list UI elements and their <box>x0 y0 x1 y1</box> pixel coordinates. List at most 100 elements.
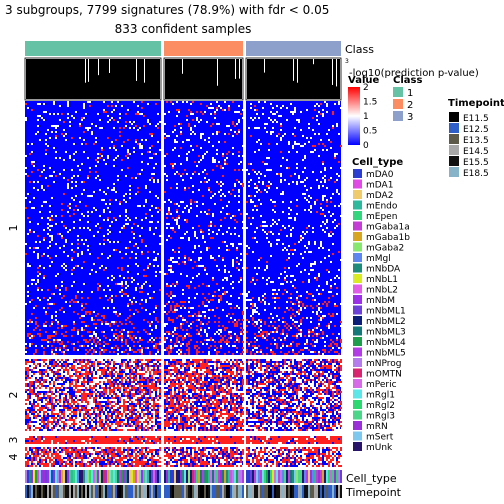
heatmap-cell <box>113 409 115 411</box>
heatmap-cell <box>294 217 296 219</box>
heatmap-cell <box>71 399 73 401</box>
heatmap-cell <box>49 387 51 389</box>
heatmap-cell <box>230 295 232 297</box>
heatmap-cell <box>31 403 33 405</box>
heatmap-cell <box>109 255 111 257</box>
heatmap-cell <box>336 173 338 175</box>
heatmap-cell <box>29 363 31 365</box>
heatmap-cell <box>149 325 151 327</box>
heatmap-cell <box>153 339 155 341</box>
prediction-bar <box>317 59 318 99</box>
prediction-bar <box>121 59 122 99</box>
heatmap-cell <box>109 323 111 325</box>
heatmap-cell <box>147 429 149 431</box>
heatmap-cell <box>182 293 184 295</box>
heatmap-cell <box>81 329 83 331</box>
heatmap-cell <box>147 419 149 421</box>
heatmap-cell <box>127 399 129 401</box>
heatmap-cell <box>312 331 314 333</box>
heatmap-cell <box>87 341 89 343</box>
heatmap-cell <box>170 333 172 335</box>
heatmap-cell <box>326 199 328 201</box>
heatmap-cell <box>27 335 29 337</box>
heatmap-cell <box>125 409 127 411</box>
heatmap-cell <box>83 283 85 285</box>
heatmap-cell <box>131 425 133 427</box>
heatmap-cell <box>55 353 57 355</box>
heatmap-cell <box>63 295 65 297</box>
heatmap-cell <box>320 329 322 331</box>
heatmap-cell <box>153 387 155 389</box>
heatmap-cell <box>55 311 57 313</box>
heatmap-cell <box>125 211 127 213</box>
heatmap-cell <box>282 105 284 107</box>
prediction-bar <box>319 59 320 99</box>
heatmap-cell <box>87 405 89 407</box>
heatmap-cell <box>184 353 186 355</box>
heatmap-cell <box>69 383 71 385</box>
heatmap-cell <box>338 205 340 207</box>
heatmap-cell <box>45 411 47 413</box>
heatmap-cell <box>149 179 151 181</box>
heatmap-cell <box>188 353 190 355</box>
heatmap-cell <box>172 167 174 169</box>
heatmap-cell <box>190 111 192 113</box>
heatmap-cell <box>224 161 226 163</box>
heatmap-cell <box>256 209 258 211</box>
heatmap-cell <box>302 349 304 351</box>
heatmap-cell <box>55 331 57 333</box>
heatmap-cell <box>194 365 196 367</box>
heatmap-cell <box>194 161 196 163</box>
prediction-bar <box>126 59 127 99</box>
heatmap-cell <box>125 201 127 203</box>
heatmap-cell <box>89 229 91 231</box>
heatmap-cell <box>81 371 83 373</box>
heatmap-cell <box>53 147 55 149</box>
heatmap-cell <box>324 231 326 233</box>
heatmap-cell <box>332 193 334 195</box>
heatmap-cell <box>63 395 65 397</box>
heatmap-cell <box>226 361 228 363</box>
heatmap-cell <box>298 295 300 297</box>
heatmap-cell <box>39 241 41 243</box>
heatmap-cell <box>151 341 153 343</box>
heatmap-cell <box>137 191 139 193</box>
prediction-bar <box>238 59 239 99</box>
heatmap-block-r1-c1 <box>25 101 161 355</box>
heatmap-cell <box>170 345 172 347</box>
heatmap-cell <box>176 345 178 347</box>
heatmap-cell <box>129 153 131 155</box>
heatmap-cell <box>139 419 141 421</box>
heatmap-cell <box>125 389 127 391</box>
heatmap-cell <box>107 343 109 345</box>
heatmap-cell <box>258 177 260 179</box>
heatmap-cell <box>159 367 161 369</box>
prediction-bar <box>193 59 194 99</box>
heatmap-cell <box>131 177 133 179</box>
heatmap-cell <box>27 403 29 405</box>
heatmap-cell <box>220 181 222 183</box>
heatmap-cell <box>157 401 159 403</box>
heatmap-cell <box>45 421 47 423</box>
heatmap-cell <box>89 335 91 337</box>
heatmap-cell <box>89 413 91 415</box>
heatmap-cell <box>49 371 51 373</box>
heatmap-cell <box>81 407 83 409</box>
heatmap-cell <box>73 385 75 387</box>
heatmap-cell <box>276 331 278 333</box>
heatmap-cell <box>232 345 234 347</box>
heatmap-cell <box>97 341 99 343</box>
heatmap-cell <box>43 395 45 397</box>
heatmap-cell <box>234 219 236 221</box>
prediction-bar <box>236 59 237 99</box>
heatmap-cell <box>59 403 61 405</box>
heatmap-cell <box>176 363 178 365</box>
heatmap-cell <box>168 317 170 319</box>
heatmap-cell <box>284 247 286 249</box>
heatmap-cell <box>312 151 314 153</box>
heatmap-cell <box>61 391 63 393</box>
heatmap-cell <box>137 205 139 207</box>
heatmap-cell <box>204 211 206 213</box>
heatmap-cell <box>115 377 117 379</box>
heatmap-cell <box>232 135 234 137</box>
